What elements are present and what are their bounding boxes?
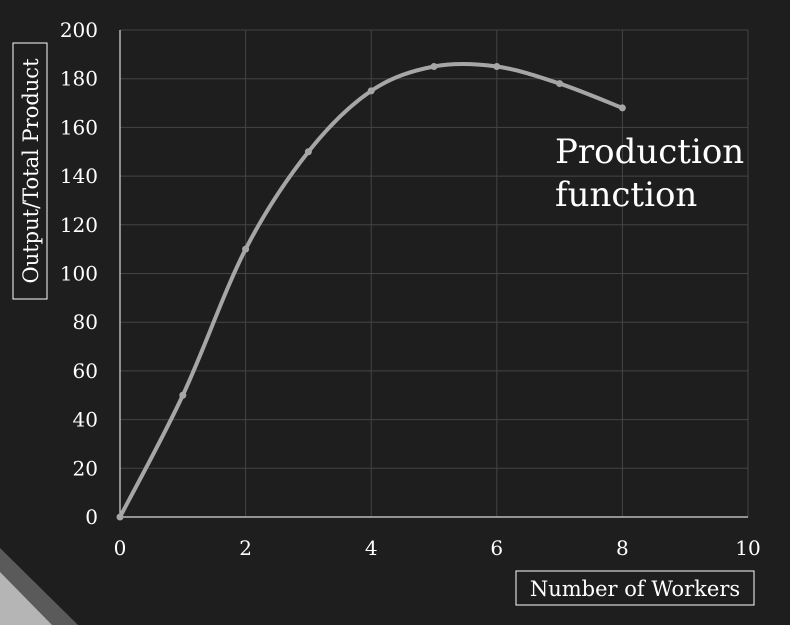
series-line-0 — [118, 61, 625, 519]
data-point-0-6 — [493, 63, 501, 71]
y-tick-label-6: 120 — [60, 213, 98, 237]
x-axis-label-group: Number of Workers — [515, 570, 755, 606]
y-tick-label-0: 0 — [85, 505, 98, 529]
data-point-0-5 — [430, 63, 438, 71]
y-axis-label-group: Output/Total Product — [12, 42, 48, 300]
axes — [119, 30, 748, 518]
data-point-0-2 — [242, 245, 250, 253]
data-point-0-4 — [367, 87, 375, 95]
series-layer — [116, 61, 626, 521]
x-axis-label: Number of Workers — [530, 577, 740, 601]
x-tick-label-5: 10 — [735, 536, 760, 560]
data-point-0-1 — [179, 391, 187, 399]
data-point-0-7 — [556, 80, 564, 88]
x-tick-label-3: 6 — [490, 536, 503, 560]
data-point-0-3 — [304, 148, 312, 156]
y-tick-label-8: 160 — [60, 115, 98, 139]
x-tick-label-0: 0 — [114, 536, 127, 560]
x-tick-label-4: 8 — [616, 536, 629, 560]
grid-lines — [119, 29, 749, 518]
x-tick-label-2: 4 — [365, 536, 378, 560]
y-tick-label-3: 60 — [73, 359, 98, 383]
x-tick-label-1: 2 — [239, 536, 252, 560]
x-axis-label-box — [515, 570, 755, 606]
y-tick-label-5: 100 — [60, 262, 98, 286]
data-point-0-0 — [116, 513, 124, 521]
y-axis-label: Output/Total Product — [19, 58, 43, 284]
production-function-annotation: Production function — [555, 132, 744, 215]
y-tick-label-7: 140 — [60, 164, 98, 188]
y-tick-label-1: 20 — [73, 456, 98, 480]
y-axis-label-box — [12, 42, 48, 300]
y-tick-label-10: 200 — [60, 18, 98, 42]
y-tick-label-9: 180 — [60, 67, 98, 91]
y-tick-labels: 0 20 40 60 80 100 120 140 160 180 200 — [60, 18, 98, 529]
y-tick-label-4: 80 — [73, 310, 98, 334]
x-tick-labels: 0 2 4 6 8 10 — [114, 536, 761, 560]
y-tick-label-2: 40 — [73, 408, 98, 432]
corner-decor-stripe-inner — [0, 572, 52, 625]
data-point-0-8 — [618, 104, 626, 112]
